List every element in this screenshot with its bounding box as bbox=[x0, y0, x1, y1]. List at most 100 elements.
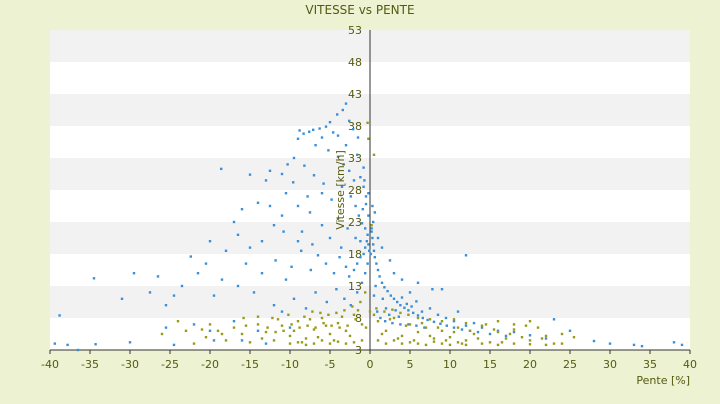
data-point bbox=[512, 323, 516, 326]
data-point bbox=[346, 324, 349, 327]
data-point bbox=[424, 343, 428, 347]
data-point bbox=[540, 337, 544, 340]
data-point bbox=[520, 336, 524, 339]
data-point bbox=[368, 249, 371, 252]
data-point bbox=[512, 328, 516, 331]
data-point bbox=[416, 281, 420, 284]
data-point bbox=[340, 185, 344, 188]
data-point bbox=[176, 320, 180, 323]
data-point bbox=[330, 324, 333, 327]
data-point bbox=[440, 342, 444, 345]
data-point bbox=[314, 144, 317, 147]
data-point bbox=[298, 129, 301, 132]
data-point bbox=[316, 254, 320, 257]
data-point bbox=[300, 230, 304, 233]
data-point bbox=[248, 246, 252, 249]
data-point bbox=[367, 243, 370, 246]
data-point bbox=[363, 179, 366, 182]
data-point bbox=[372, 249, 376, 252]
x-tick-label: 10 bbox=[443, 358, 457, 371]
data-point bbox=[224, 339, 228, 342]
data-point bbox=[371, 204, 374, 208]
data-point bbox=[352, 128, 355, 131]
data-point bbox=[552, 342, 556, 345]
data-point bbox=[364, 272, 367, 275]
data-point bbox=[284, 278, 288, 281]
data-point bbox=[468, 329, 472, 332]
data-point bbox=[300, 249, 303, 252]
data-point bbox=[428, 334, 432, 338]
data-point bbox=[368, 310, 372, 313]
data-point bbox=[280, 172, 284, 176]
data-point bbox=[370, 230, 373, 233]
x-tick-label: 15 bbox=[483, 358, 497, 371]
data-point bbox=[260, 272, 264, 275]
data-point bbox=[383, 310, 386, 313]
data-point bbox=[364, 291, 367, 294]
data-point bbox=[343, 309, 346, 312]
data-point bbox=[352, 179, 356, 182]
data-point bbox=[327, 313, 330, 316]
data-point bbox=[476, 330, 480, 334]
data-point bbox=[256, 201, 260, 204]
data-point bbox=[356, 309, 360, 312]
data-point bbox=[164, 304, 168, 307]
data-point bbox=[372, 243, 375, 246]
data-point bbox=[252, 291, 256, 294]
data-point bbox=[421, 316, 424, 320]
y-tick-label: 38 bbox=[348, 120, 362, 133]
data-point bbox=[354, 204, 357, 208]
data-point bbox=[344, 342, 348, 345]
data-point bbox=[248, 341, 252, 344]
data-point bbox=[528, 339, 532, 342]
data-point bbox=[366, 121, 369, 124]
data-point bbox=[472, 332, 476, 336]
x-tick-label: -25 bbox=[161, 358, 179, 371]
data-point bbox=[544, 334, 548, 338]
data-point bbox=[272, 304, 276, 307]
data-point bbox=[204, 336, 208, 339]
data-point bbox=[407, 313, 410, 316]
x-tick-label: 40 bbox=[683, 358, 697, 371]
data-point bbox=[336, 134, 340, 137]
data-point bbox=[400, 296, 404, 299]
data-point bbox=[328, 332, 332, 336]
data-point bbox=[376, 268, 380, 272]
data-point bbox=[232, 220, 236, 224]
data-point bbox=[309, 268, 312, 272]
data-point bbox=[341, 108, 344, 112]
data-point bbox=[460, 342, 464, 345]
data-point bbox=[244, 262, 248, 265]
data-point bbox=[280, 324, 284, 327]
data-point bbox=[248, 173, 252, 176]
data-point bbox=[512, 342, 516, 345]
data-point bbox=[403, 306, 406, 309]
data-point bbox=[208, 240, 212, 243]
data-point bbox=[480, 342, 484, 345]
data-point bbox=[336, 340, 340, 343]
data-point bbox=[324, 125, 328, 128]
data-point bbox=[312, 128, 315, 132]
x-tick-label: -10 bbox=[281, 358, 299, 371]
data-point bbox=[306, 195, 309, 198]
data-point bbox=[364, 246, 367, 249]
data-point bbox=[311, 310, 314, 313]
data-point bbox=[424, 326, 428, 329]
x-axis-label: Pente [%] bbox=[636, 374, 690, 387]
data-point bbox=[381, 297, 384, 300]
data-point bbox=[256, 323, 260, 326]
data-point bbox=[272, 339, 276, 342]
data-point bbox=[128, 341, 132, 344]
data-point bbox=[335, 311, 338, 315]
data-point bbox=[280, 214, 284, 217]
y-axis-label: Vitesse [km/h] bbox=[334, 150, 347, 230]
data-point bbox=[232, 326, 236, 329]
data-point bbox=[360, 339, 364, 342]
data-point bbox=[308, 211, 312, 214]
x-tick-label: -20 bbox=[201, 358, 219, 371]
data-point bbox=[528, 343, 532, 346]
data-point bbox=[344, 102, 348, 105]
data-point bbox=[388, 259, 392, 262]
x-tick-label: -40 bbox=[41, 358, 59, 371]
